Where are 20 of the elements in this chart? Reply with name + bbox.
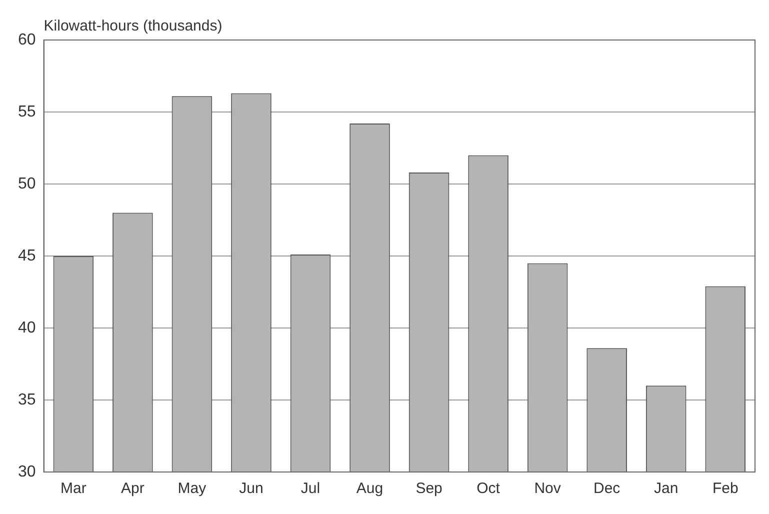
x-tick-label: Dec: [593, 480, 621, 498]
y-tick-label: 40: [18, 319, 36, 336]
x-tick-label: Jul: [300, 480, 320, 498]
y-tick-label: 35: [18, 391, 36, 408]
x-tick-label: Apr: [121, 480, 144, 498]
y-tick-label: 55: [18, 103, 36, 120]
x-tick-label: May: [178, 480, 207, 498]
y-tick-label: 45: [18, 247, 36, 264]
y-tick-label: 50: [18, 175, 36, 192]
x-tick-label: Feb: [712, 480, 738, 498]
y-axis-title: Kilowatt-hours (thousands): [44, 18, 222, 35]
x-tick-label: Oct: [476, 480, 501, 498]
y-tick-label: 30: [18, 463, 36, 480]
x-tick-label: Sep: [416, 480, 442, 498]
x-tick-label: Jun: [239, 480, 264, 498]
x-tick-label: Jan: [654, 480, 678, 498]
x-tick-label: Mar: [60, 480, 86, 498]
y-tick-label: 60: [18, 31, 36, 48]
x-tick-label: Aug: [356, 480, 384, 498]
x-tick-label: Nov: [534, 480, 562, 498]
